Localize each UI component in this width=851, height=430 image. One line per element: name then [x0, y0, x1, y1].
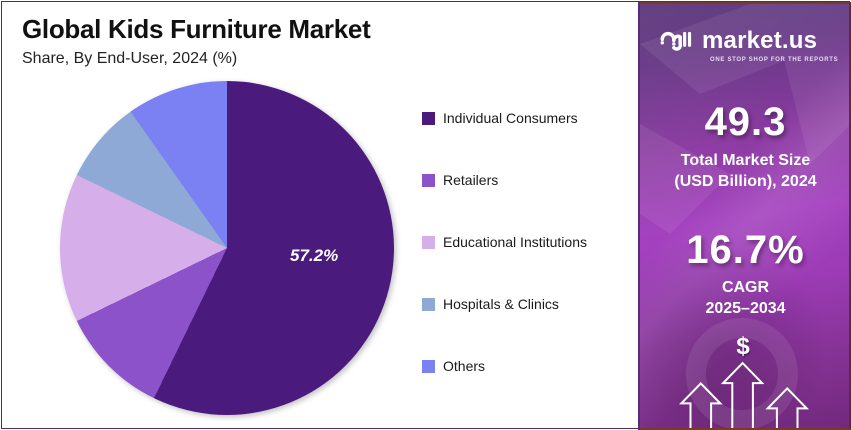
svg-text:$: $	[736, 333, 750, 360]
